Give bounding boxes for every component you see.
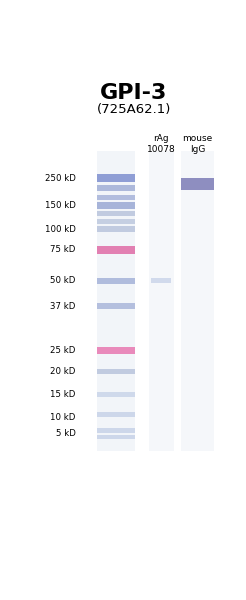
Bar [181, 151, 214, 451]
Bar [96, 278, 135, 284]
Bar [152, 278, 171, 283]
Bar [96, 211, 135, 217]
Bar [96, 195, 135, 200]
Text: (725A62.1): (725A62.1) [96, 103, 171, 116]
Text: 100 kD: 100 kD [45, 224, 76, 233]
Text: 5 kD: 5 kD [56, 429, 76, 438]
Text: 150 kD: 150 kD [45, 200, 76, 209]
Bar [96, 226, 135, 232]
Bar [96, 369, 135, 374]
Bar [96, 175, 135, 182]
Text: 250 kD: 250 kD [45, 174, 76, 183]
Bar [96, 246, 135, 254]
Bar [96, 435, 135, 439]
Bar [96, 392, 135, 397]
Text: 75 kD: 75 kD [50, 245, 76, 254]
Bar [96, 151, 135, 451]
Text: 15 kD: 15 kD [50, 390, 76, 399]
Bar [181, 178, 214, 190]
Bar [96, 428, 135, 433]
Text: rAg
10078: rAg 10078 [147, 134, 176, 154]
Text: mouse
IgG: mouse IgG [183, 134, 213, 154]
Bar [96, 412, 135, 417]
Bar [96, 185, 135, 191]
Text: GPI-3: GPI-3 [100, 83, 167, 103]
Text: 50 kD: 50 kD [50, 277, 76, 286]
Bar [96, 347, 135, 353]
Bar [96, 304, 135, 309]
Text: 20 kD: 20 kD [50, 367, 76, 376]
Text: 10 kD: 10 kD [50, 413, 76, 422]
Text: 37 kD: 37 kD [50, 302, 76, 311]
Bar [96, 202, 135, 209]
Bar [96, 219, 135, 224]
Text: 25 kD: 25 kD [50, 346, 76, 355]
Bar [149, 151, 174, 451]
